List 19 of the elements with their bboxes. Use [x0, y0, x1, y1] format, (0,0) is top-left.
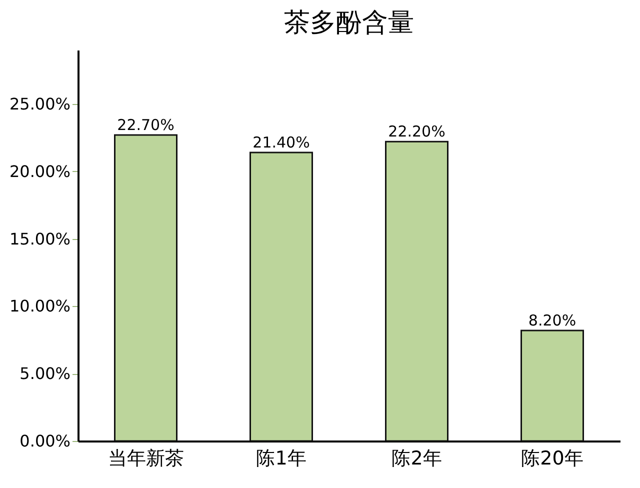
bar	[520, 330, 584, 442]
bar	[385, 140, 448, 442]
x-tick-label: 陈20年	[521, 448, 584, 470]
chart-title: 茶多酚含量	[284, 8, 414, 38]
data-label: 22.20%	[388, 122, 446, 141]
data-label: 22.70%	[117, 116, 174, 134]
y-tick-label: 10.00%	[9, 296, 70, 316]
y-tick-label: 0.00%	[20, 432, 70, 450]
y-tick-label: 15.00%	[9, 229, 70, 248]
y-tick-label: 25.00%	[9, 94, 70, 114]
bar	[114, 134, 178, 442]
data-label: 8.20%	[528, 311, 576, 330]
x-tick-label: 当年新茶	[108, 448, 184, 470]
bar	[250, 152, 313, 442]
y-tick-label: 5.00%	[20, 364, 70, 384]
data-label: 21.40%	[252, 133, 310, 152]
x-tick-label: 陈1年	[256, 448, 306, 470]
y-tick-label: 20.00%	[9, 162, 70, 181]
x-tick-label: 陈2年	[392, 448, 442, 470]
